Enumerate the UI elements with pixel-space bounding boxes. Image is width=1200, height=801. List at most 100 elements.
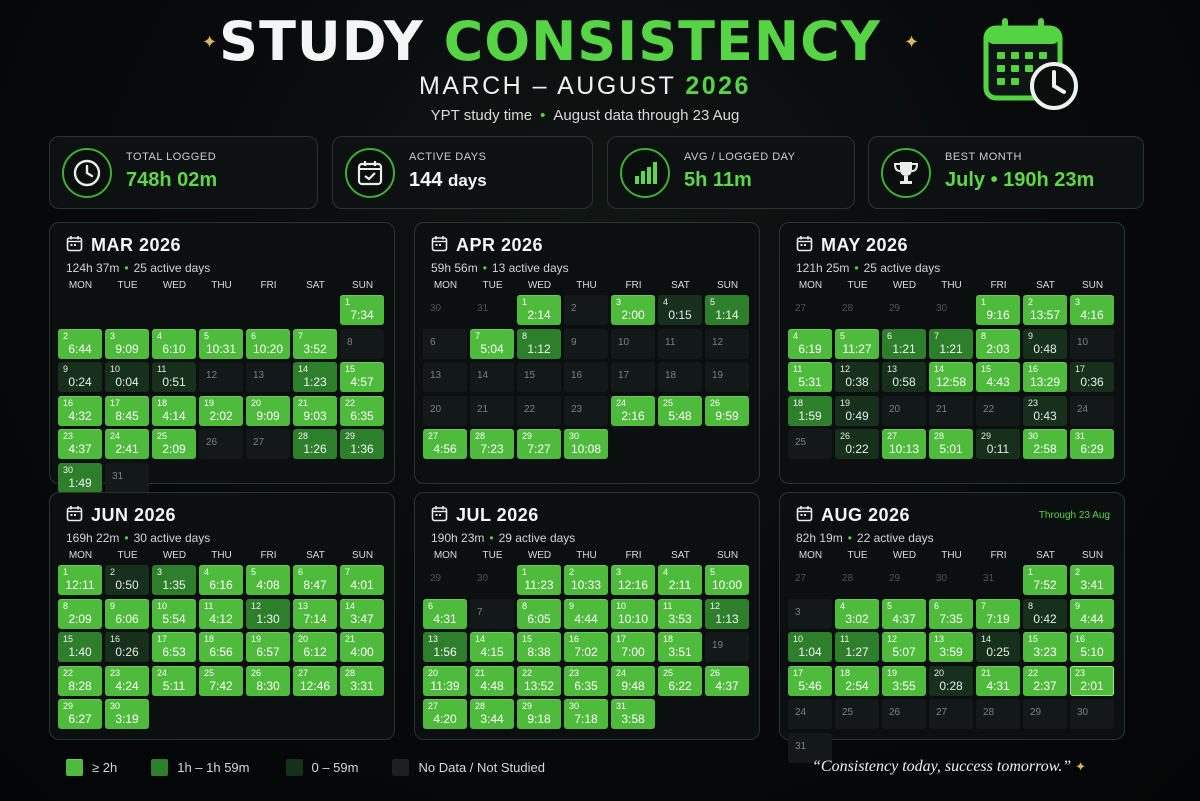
- day-cell[interactable]: 18: [658, 362, 702, 392]
- day-cell[interactable]: 20 0:28: [929, 665, 973, 696]
- day-cell[interactable]: 6 7:35: [929, 598, 973, 629]
- day-cell[interactable]: 28 5:01: [929, 429, 973, 459]
- day-cell[interactable]: 14 0:25: [976, 632, 1020, 662]
- day-cell[interactable]: 10 1:04: [788, 632, 832, 662]
- day-cell[interactable]: 16: [564, 362, 608, 392]
- day-cell[interactable]: 3 12:16: [611, 565, 655, 595]
- day-cell[interactable]: 19 0:49: [835, 395, 879, 426]
- day-cell[interactable]: 20: [423, 395, 467, 426]
- day-cell[interactable]: 12 0:38: [835, 362, 879, 392]
- day-cell[interactable]: 12: [199, 362, 243, 392]
- day-cell[interactable]: 28 3:44: [470, 699, 514, 729]
- day-cell[interactable]: 28: [835, 295, 879, 325]
- day-cell[interactable]: 10 0:04: [105, 362, 149, 392]
- day-cell[interactable]: 16 5:10: [1070, 632, 1114, 662]
- day-cell[interactable]: 29 1:36: [340, 429, 384, 459]
- day-cell[interactable]: 12 1:13: [705, 598, 749, 629]
- day-cell[interactable]: 25: [835, 699, 879, 729]
- day-cell[interactable]: 31 3:58: [611, 699, 655, 729]
- day-cell[interactable]: 1 7:52: [1023, 565, 1067, 595]
- day-cell[interactable]: 26 9:59: [705, 395, 749, 426]
- day-cell[interactable]: 2: [564, 295, 608, 325]
- day-cell[interactable]: 29: [1023, 699, 1067, 729]
- day-cell[interactable]: [152, 295, 196, 325]
- day-cell[interactable]: 11 5:31: [788, 362, 832, 392]
- day-cell[interactable]: 22: [976, 395, 1020, 426]
- day-cell[interactable]: 29: [423, 565, 467, 595]
- day-cell[interactable]: 4 3:02: [835, 598, 879, 629]
- day-cell[interactable]: 19: [705, 632, 749, 662]
- day-cell[interactable]: 29 6:27: [58, 699, 102, 729]
- day-cell[interactable]: 17 6:53: [152, 632, 196, 662]
- day-cell[interactable]: 6 1:21: [882, 328, 926, 359]
- day-cell[interactable]: 19: [705, 362, 749, 392]
- day-cell[interactable]: 27 4:56: [423, 429, 467, 459]
- day-cell[interactable]: 2 10:33: [564, 565, 608, 595]
- day-cell[interactable]: [246, 295, 290, 325]
- day-cell[interactable]: 6 4:31: [423, 598, 467, 629]
- day-cell[interactable]: 4 6:19: [788, 328, 832, 359]
- day-cell[interactable]: 27: [788, 565, 832, 595]
- day-cell[interactable]: 27: [929, 699, 973, 729]
- day-cell[interactable]: 18 6:56: [199, 632, 243, 662]
- day-cell[interactable]: 12 5:07: [882, 632, 926, 662]
- day-cell[interactable]: 14 4:15: [470, 632, 514, 662]
- day-cell[interactable]: 9 4:44: [1070, 598, 1114, 629]
- day-cell[interactable]: 26: [882, 699, 926, 729]
- day-cell[interactable]: 10: [1070, 328, 1114, 359]
- day-cell[interactable]: 21 4:31: [976, 665, 1020, 696]
- day-cell[interactable]: 26 4:37: [705, 665, 749, 696]
- day-cell[interactable]: 6: [423, 328, 467, 359]
- day-cell[interactable]: 23: [564, 395, 608, 426]
- day-cell[interactable]: 7 4:01: [340, 565, 384, 595]
- day-cell[interactable]: 7 1:21: [929, 328, 973, 359]
- day-cell[interactable]: 10: [611, 328, 655, 359]
- day-cell[interactable]: 20 11:39: [423, 665, 467, 696]
- day-cell[interactable]: 23 0:43: [1023, 395, 1067, 426]
- day-cell[interactable]: 7: [470, 598, 514, 629]
- day-cell[interactable]: 30 3:19: [105, 699, 149, 729]
- day-cell[interactable]: 29: [882, 295, 926, 325]
- day-cell[interactable]: 13 1:56: [423, 632, 467, 662]
- day-cell[interactable]: 14 1:23: [293, 362, 337, 392]
- day-cell[interactable]: 30 7:18: [564, 699, 608, 729]
- day-cell[interactable]: 11: [658, 328, 702, 359]
- day-cell[interactable]: 1 11:23: [517, 565, 561, 595]
- day-cell[interactable]: 7 7:19: [976, 598, 1020, 629]
- day-cell[interactable]: 30 1:49: [58, 462, 102, 493]
- day-cell[interactable]: 22 13:52: [517, 665, 561, 696]
- day-cell[interactable]: 16 4:32: [58, 395, 102, 426]
- day-cell[interactable]: 30: [1070, 699, 1114, 729]
- day-cell[interactable]: 5 10:00: [705, 565, 749, 595]
- day-cell[interactable]: 25 5:48: [658, 395, 702, 426]
- day-cell[interactable]: 24: [1070, 395, 1114, 426]
- day-cell[interactable]: 5 1:14: [705, 295, 749, 325]
- day-cell[interactable]: 9 4:44: [564, 598, 608, 629]
- day-cell[interactable]: 21 4:00: [340, 632, 384, 662]
- day-cell[interactable]: 14: [470, 362, 514, 392]
- day-cell[interactable]: 23 4:24: [105, 665, 149, 696]
- day-cell[interactable]: 4 2:11: [658, 565, 702, 595]
- day-cell[interactable]: 21 9:03: [293, 395, 337, 426]
- day-cell[interactable]: 26 0:22: [835, 429, 879, 459]
- day-cell[interactable]: 7 5:04: [470, 328, 514, 359]
- day-cell[interactable]: 27 12:46: [293, 665, 337, 696]
- day-cell[interactable]: 15 4:43: [976, 362, 1020, 392]
- day-cell[interactable]: 25 2:09: [152, 429, 196, 459]
- day-cell[interactable]: 6 10:20: [246, 328, 290, 359]
- day-cell[interactable]: 28: [835, 565, 879, 595]
- day-cell[interactable]: 3: [788, 598, 832, 629]
- day-cell[interactable]: 14 12:58: [929, 362, 973, 392]
- day-cell[interactable]: 30: [423, 295, 467, 325]
- day-cell[interactable]: 16 13:29: [1023, 362, 1067, 392]
- day-cell[interactable]: 2 3:41: [1070, 565, 1114, 595]
- day-cell[interactable]: 17 8:45: [105, 395, 149, 426]
- day-cell[interactable]: 2 6:44: [58, 328, 102, 359]
- day-cell[interactable]: 31: [470, 295, 514, 325]
- day-cell[interactable]: 12: [705, 328, 749, 359]
- day-cell[interactable]: 29: [882, 565, 926, 595]
- day-cell[interactable]: 27 4:20: [423, 699, 467, 729]
- day-cell[interactable]: 3 9:09: [105, 328, 149, 359]
- day-cell[interactable]: 20: [882, 395, 926, 426]
- day-cell[interactable]: 24 5:11: [152, 665, 196, 696]
